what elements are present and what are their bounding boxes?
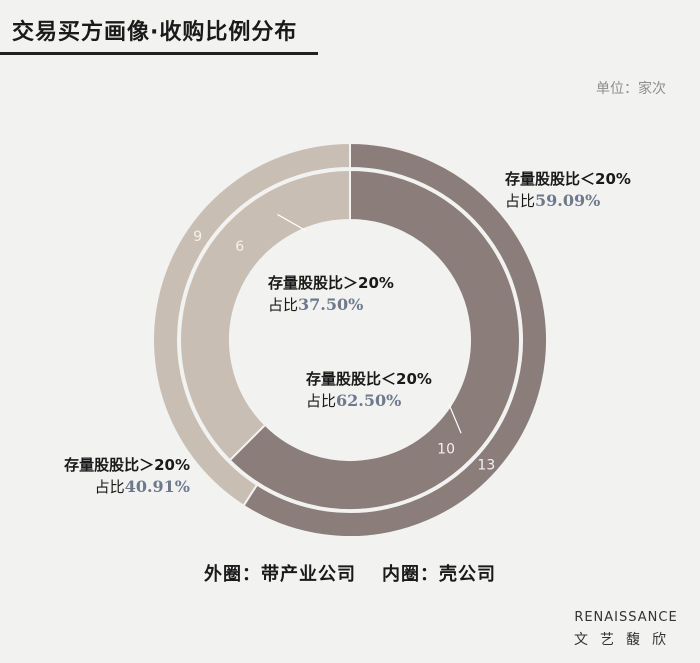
title-underline [0, 52, 318, 55]
inner-slice-0 [228, 168, 521, 511]
donut-rings: 13 9 10 6 [152, 141, 548, 538]
leader-inner-lt20 [448, 404, 462, 434]
outer-value-1: 9 [193, 229, 202, 245]
slice-labels: 存量股股比＜20% 占比59.09% 存量股股比＞20% 占比40.91% 存量股股比＞… [64, 170, 631, 496]
label-outer-gt20-name: 存量股股比＞20% [64, 456, 190, 474]
legend-inner: 内圈：壳公司 [382, 564, 496, 585]
label-inner-lt20-percent: 占比62.50% [306, 391, 401, 410]
outer-value-0: 13 [477, 457, 495, 473]
brand-cn: 文艺馥欣 [574, 632, 678, 648]
label-inner-lt20-name: 存量股股比＜20% [306, 370, 432, 388]
brand-logo: RENAISSANCE 文艺馥欣 [574, 610, 678, 649]
outer-slice-1 [152, 141, 351, 508]
inner-value-0: 10 [437, 442, 455, 458]
label-outer-lt20-name: 存量股股比＜20% [505, 170, 631, 188]
label-outer-gt20-percent: 占比40.91% [95, 477, 190, 496]
label-outer-lt20-percent: 占比59.09% [505, 191, 600, 210]
unit-label: 单位：家次 [596, 81, 666, 97]
legend-outer: 外圈：带产业公司 [204, 564, 356, 585]
inner-slice-1 [179, 168, 351, 462]
leader-lines [277, 213, 462, 434]
label-inner-gt20-name: 存量股股比＞20% [268, 274, 394, 292]
ring-legend: 外圈：带产业公司 内圈：壳公司 [0, 560, 700, 586]
brand-en: RENAISSANCE [574, 610, 678, 625]
chart-title: 交易买方画像·收购比例分布 [12, 20, 298, 45]
leader-inner-gt20 [277, 213, 307, 232]
inner-value-1: 6 [235, 239, 244, 255]
label-inner-gt20-percent: 占比37.50% [268, 295, 363, 314]
